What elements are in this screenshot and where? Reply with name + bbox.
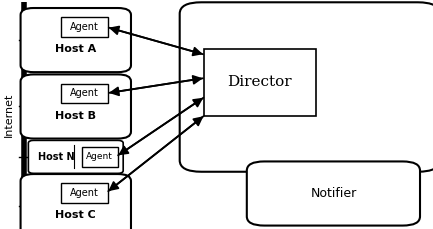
Text: Host B: Host B [55, 111, 96, 121]
FancyBboxPatch shape [204, 49, 316, 116]
Text: Host N: Host N [38, 152, 74, 162]
Text: Host C: Host C [55, 210, 96, 220]
Text: Host A: Host A [55, 44, 97, 54]
FancyBboxPatch shape [180, 2, 433, 172]
FancyBboxPatch shape [247, 161, 420, 226]
Text: Agent: Agent [70, 88, 99, 98]
FancyBboxPatch shape [81, 147, 117, 167]
FancyBboxPatch shape [61, 17, 108, 37]
FancyBboxPatch shape [28, 140, 123, 173]
Text: Notifier: Notifier [310, 187, 356, 200]
Text: Agent: Agent [70, 22, 99, 32]
FancyBboxPatch shape [20, 74, 131, 139]
FancyBboxPatch shape [20, 8, 131, 72]
Text: Director: Director [227, 75, 292, 90]
FancyBboxPatch shape [20, 174, 131, 229]
FancyBboxPatch shape [61, 183, 108, 203]
FancyBboxPatch shape [61, 84, 108, 103]
Text: Agent: Agent [70, 188, 99, 198]
Text: Agent: Agent [86, 152, 113, 161]
Text: Internet: Internet [3, 92, 14, 137]
